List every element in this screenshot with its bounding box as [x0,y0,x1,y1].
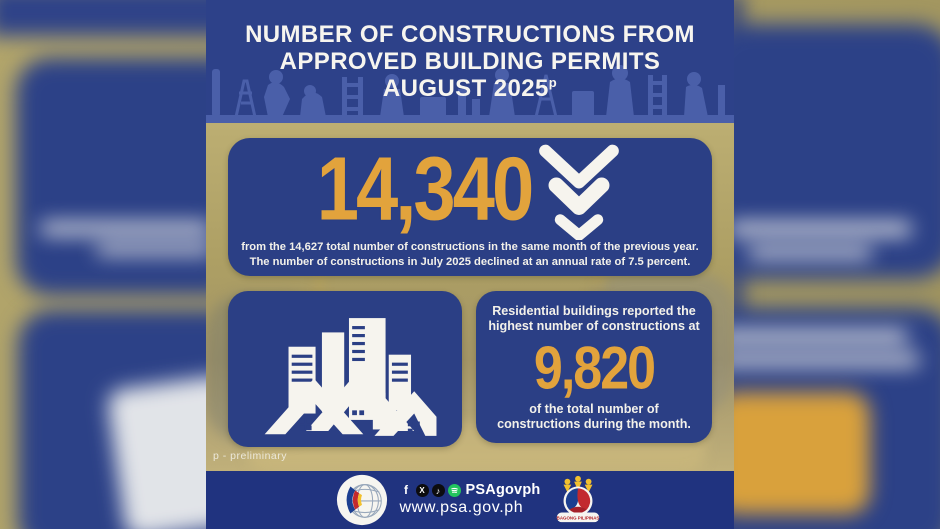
residential-stat-tail: of the total number of constructions dur… [497,402,691,432]
residential-constructions-value: 9,820 [533,335,656,403]
social-handle: PSAgovph [465,482,541,499]
title-line-2: APPROVED BUILDING PERMITS [279,48,661,76]
main-stat-caption: from the 14,627 total number of construc… [241,241,699,268]
residential-stat-panel: Residential buildings reported the highe… [476,291,712,443]
main-stat-panel: 14,340 from the 14,627 total number of c… [228,138,712,276]
buildings-houses-icon [264,318,437,436]
total-constructions-value: 14,340 [316,139,534,240]
bagong-pilipinas-logo: BAGONG PILIPINAS [557,475,600,523]
spotify-icon [447,484,461,498]
preliminary-superscript: p [548,75,558,91]
psa-logo [336,474,387,526]
facebook-icon: f [404,482,409,497]
header-banner: NUMBER OF CONSTRUCTIONS FROM APPROVED BU… [206,0,734,123]
residential-stat-lead: Residential buildings reported the highe… [488,304,700,334]
page-title: NUMBER OF CONSTRUCTIONS FROM APPROVED BU… [206,0,734,102]
construction-workers-silhouette-icon [206,65,734,123]
footer-contact: f X ♪ PSAgovph www.psa.gov.ph [400,482,541,517]
bagong-banner-text: BAGONG PILIPINAS [557,515,600,520]
photo-background: 14,340 from the 14,627 total number of c… [206,123,734,471]
footer-bar: f X ♪ PSAgovph www.psa.gov.ph [206,471,734,529]
x-icon: X [415,484,429,498]
poster: NUMBER OF CONSTRUCTIONS FROM APPROVED BU… [206,0,734,529]
triple-chevron-down-icon [539,144,620,240]
preliminary-footnote: p - preliminary [213,450,288,462]
buildings-icon-panel [228,291,462,447]
website-url: www.psa.gov.ph [399,499,524,517]
tiktok-icon: ♪ [431,484,445,498]
title-line-1: NUMBER OF CONSTRUCTIONS FROM [245,21,695,48]
title-line-3: AUGUST 2025p [382,75,558,103]
